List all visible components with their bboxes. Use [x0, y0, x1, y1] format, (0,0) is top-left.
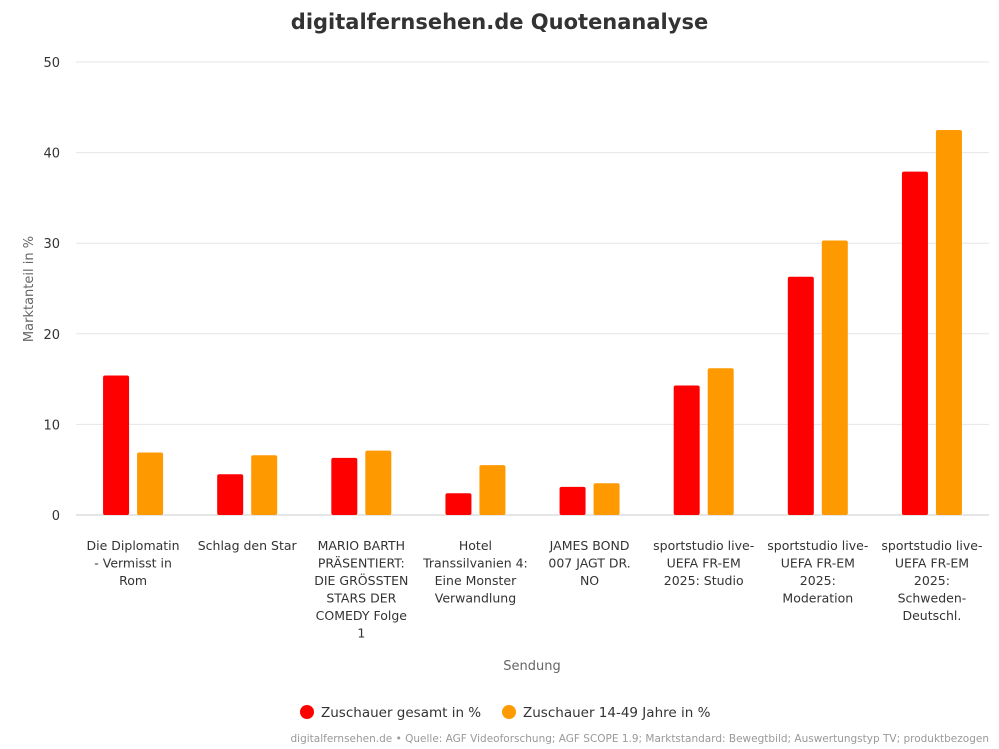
- bar-series-0-cat-0: [103, 375, 130, 515]
- y-axis-ticks: 0 10 20 30 40 50: [43, 56, 60, 524]
- x-tick-label-line: Hotel: [459, 538, 492, 553]
- x-tick-label: sportstudio live- UEFA FR-EM 2025: Studio: [653, 538, 754, 588]
- x-tick-label-line: Verwandlung: [435, 591, 516, 606]
- y-tick-label: 50: [43, 56, 60, 71]
- x-tick-label-line: PRÄSENTIERT:: [318, 556, 405, 571]
- bar-series-0-cat-1: [217, 474, 244, 515]
- x-tick-label-line: JAMES BOND: [549, 538, 630, 553]
- x-tick-label-line: 1: [357, 626, 365, 641]
- x-tick-label-line: sportstudio live-: [767, 538, 868, 553]
- x-tick-label-line: NO: [580, 573, 599, 588]
- x-tick-label-line: Rom: [119, 573, 147, 588]
- bar-series-1-cat-4: [593, 483, 620, 515]
- bar-series-1-cat-3: [479, 465, 506, 515]
- bar-series-1-cat-5: [707, 368, 734, 515]
- x-tick-label-line: Eine Monster: [435, 573, 517, 588]
- bar-series-0-cat-6: [787, 276, 814, 515]
- x-tick-label: MARIO BARTH PRÄSENTIERT: DIE GRÖSSTEN STARS…: [314, 538, 408, 641]
- y-tick-label: 10: [43, 418, 60, 433]
- source-credit: digitalfernsehen.de • Quelle: AGF Videof…: [291, 733, 990, 745]
- legend-marker-series-1: [502, 705, 516, 719]
- bar-series-0-cat-2: [331, 457, 358, 515]
- x-tick-label-line: - Vermisst in: [94, 556, 172, 571]
- bar-series-1-cat-6: [821, 240, 848, 515]
- legend-label-series-1[interactable]: Zuschauer 14-49 Jahre in %: [523, 705, 711, 721]
- bar-series-0-cat-5: [673, 385, 700, 515]
- x-tick-label-line: 2025:: [914, 573, 950, 588]
- x-tick-label: Schlag den Star: [198, 538, 298, 553]
- y-tick-label: 20: [43, 328, 60, 343]
- x-tick-label-line: 2025:: [800, 573, 836, 588]
- bar-series-0-cat-3: [445, 493, 472, 515]
- gridlines: [76, 61, 989, 516]
- x-tick-label-line: Schweden-: [898, 591, 967, 606]
- legend: Zuschauer gesamt in % Zuschauer 14-49 Jah…: [300, 705, 711, 721]
- x-tick-label-line: Schlag den Star: [198, 538, 298, 553]
- x-tick-label-line: DIE GRÖSSTEN: [314, 572, 408, 588]
- x-tick-label-line: 007 JAGT DR.: [548, 556, 630, 571]
- x-axis-categories: Die Diplomatin - Vermisst in Rom Schlag den…: [87, 538, 983, 641]
- bar-series-0-cat-4: [559, 486, 586, 515]
- bar-series-1-cat-7: [935, 129, 962, 515]
- legend-label-series-0[interactable]: Zuschauer gesamt in %: [321, 705, 481, 721]
- x-tick-label: JAMES BOND 007 JAGT DR. NO: [548, 538, 630, 588]
- bars: [103, 129, 962, 515]
- bar-series-1-cat-0: [137, 452, 164, 515]
- y-tick-label: 40: [43, 147, 60, 162]
- x-tick-label-line: sportstudio live-: [653, 538, 754, 553]
- x-tick-label-line: 2025: Studio: [664, 573, 744, 588]
- x-tick-label-line: COMEDY Folge: [316, 608, 408, 623]
- x-tick-label-line: sportstudio live-: [881, 538, 982, 553]
- x-tick-label: Hotel Transsilvanien 4: Eine Monster Verwan…: [422, 538, 528, 606]
- bar-series-0-cat-7: [901, 171, 928, 515]
- x-tick-label-line: Die Diplomatin: [87, 538, 180, 553]
- x-tick-label-line: UEFA FR-EM: [667, 556, 741, 571]
- x-axis-title: Sendung: [503, 659, 560, 674]
- x-tick-label: Die Diplomatin - Vermisst in Rom: [87, 538, 180, 588]
- bar-series-1-cat-2: [365, 450, 392, 515]
- y-tick-label: 30: [43, 237, 60, 252]
- x-tick-label: sportstudio live- UEFA FR-EM 2025: Moderati…: [767, 538, 868, 606]
- x-tick-label: sportstudio live- UEFA FR-EM 2025: Schweden…: [881, 538, 982, 623]
- x-tick-label-line: Deutschl.: [902, 608, 961, 623]
- y-axis-title: Marktanteil in %: [22, 236, 37, 342]
- x-tick-label-line: STARS DER: [326, 591, 396, 606]
- x-tick-label-line: UEFA FR-EM: [895, 556, 969, 571]
- chart-title: digitalfernsehen.de Quotenanalyse: [291, 10, 708, 34]
- x-tick-label-line: MARIO BARTH: [318, 538, 405, 553]
- y-tick-label: 0: [52, 509, 60, 524]
- x-tick-label-line: Transsilvanien 4:: [422, 556, 528, 571]
- x-tick-label-line: UEFA FR-EM: [781, 556, 855, 571]
- legend-marker-series-0: [300, 705, 314, 719]
- x-tick-label-line: Moderation: [782, 591, 853, 606]
- bar-series-1-cat-1: [251, 455, 278, 515]
